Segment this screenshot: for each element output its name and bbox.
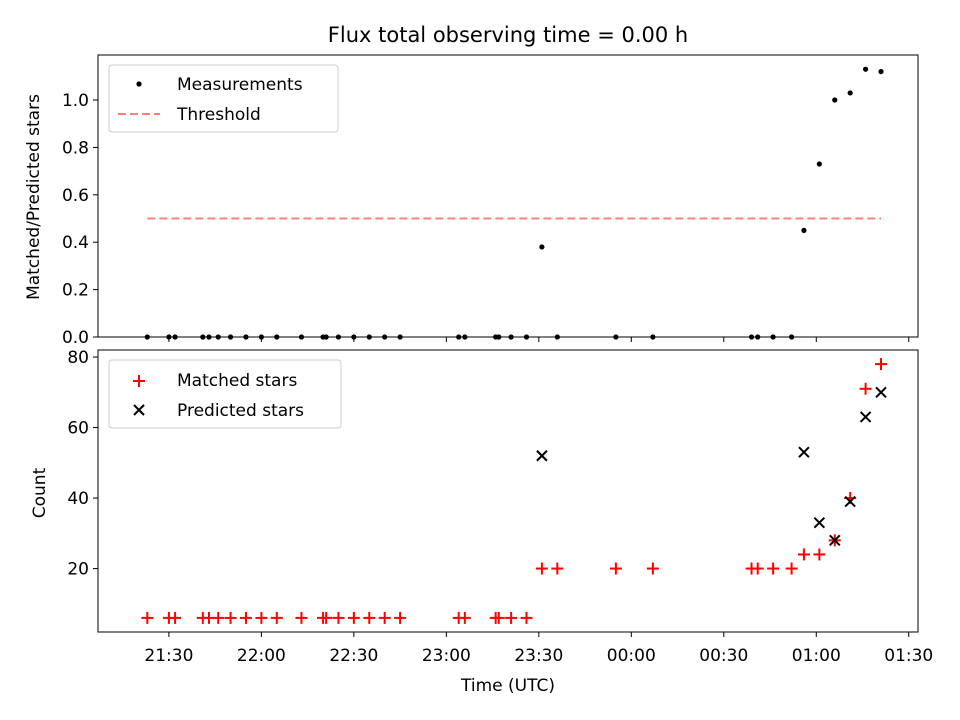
- matched-star-point: [520, 611, 533, 624]
- matched-star-point: [270, 611, 283, 624]
- matched-star-point: [875, 358, 888, 371]
- matched-star-point: [212, 611, 225, 624]
- bottom-y-axis: 20 40 60 80: [67, 348, 98, 580]
- matched-star-point: [785, 562, 798, 575]
- x-tick-label: 01:00: [792, 646, 841, 666]
- top-legend: Measurements Threshold: [108, 64, 339, 133]
- matched-star-point: [505, 611, 518, 624]
- measurement-point: [816, 161, 822, 167]
- measurement-point: [832, 97, 838, 103]
- predicted-star-point: [844, 495, 856, 508]
- matched-star-point: [332, 611, 345, 624]
- predicted-star-point: [798, 446, 810, 458]
- matched-star-point: [169, 611, 182, 624]
- y-tick-label: 0.8: [62, 138, 89, 158]
- top-panel: 0.0 0.2 0.4 0.6 0.8 1.0 Matched/Predicted sta…: [24, 54, 919, 348]
- predicted-star-point: [875, 386, 887, 399]
- legend-matched-label: Matched stars: [177, 371, 297, 391]
- chart-title: Flux total observing time = 0.00 h: [328, 23, 688, 47]
- x-tick-label: 00:00: [607, 646, 656, 666]
- matched-star-point: [141, 611, 154, 624]
- bottom-plot-area: [141, 358, 888, 624]
- y-tick-label: 40: [67, 489, 89, 509]
- predicted-star-point: [813, 517, 826, 529]
- y-tick-label: 0.6: [62, 186, 89, 206]
- matched-star-point: [239, 611, 252, 624]
- y-tick-label: 60: [67, 419, 89, 439]
- matched-star-point: [458, 611, 471, 624]
- matched-star-point: [551, 562, 564, 575]
- bottom-x-axis: 21:30 22:00 22:30 23:00 23:30 00:00 00:30 01:00…: [144, 632, 933, 666]
- top-axes-frame: [97, 54, 919, 338]
- matched-star-point: [859, 382, 872, 395]
- y-tick-label: 0.2: [62, 281, 89, 301]
- matched-star-point: [394, 611, 407, 624]
- matched-star-point: [535, 562, 548, 575]
- y-tick-label: 0.0: [62, 328, 89, 348]
- y-tick-label: 80: [67, 348, 89, 368]
- matched-star-point: [378, 611, 391, 624]
- legend-predicted-marker: [133, 404, 145, 416]
- matched-star-point: [492, 611, 505, 624]
- measurement-point: [801, 227, 807, 233]
- y-tick-label: 20: [67, 560, 89, 580]
- predicted-star-point: [829, 534, 841, 547]
- matched-star-point: [767, 562, 780, 575]
- x-tick-label: 23:30: [514, 646, 563, 666]
- legend-measurements-label: Measurements: [177, 75, 303, 95]
- measurement-point: [847, 90, 853, 96]
- matched-star-point: [255, 611, 268, 624]
- y-tick-label: 1.0: [62, 91, 89, 111]
- bottom-axes-frame: [97, 349, 919, 633]
- predicted-star-point: [859, 411, 872, 423]
- x-tick-label: 23:00: [422, 646, 471, 666]
- x-tick-label: 01:30: [884, 646, 933, 666]
- x-tick-label: 21:30: [144, 646, 193, 666]
- legend-threshold-label: Threshold: [176, 105, 261, 125]
- matched-star-point: [751, 562, 764, 575]
- x-tick-label: 00:30: [699, 646, 748, 666]
- x-tick-label: 22:30: [329, 646, 378, 666]
- measurement-point: [539, 244, 545, 250]
- matched-star-point: [609, 562, 622, 575]
- matched-star-point: [347, 611, 360, 624]
- x-tick-label: 22:00: [237, 646, 286, 666]
- matched-star-point: [224, 611, 237, 624]
- measurement-point: [878, 68, 884, 75]
- matched-star-point: [813, 548, 826, 561]
- matched-star-point: [295, 611, 308, 624]
- bottom-panel: 20 40 60 80 21:30 22:00 22:30 23:00 23:30 00:00 0…: [30, 348, 933, 696]
- legend-measurements-marker: [136, 81, 142, 87]
- bottom-x-axis-label: Time (UTC): [460, 676, 555, 696]
- matched-star-point: [646, 562, 659, 575]
- predicted-star-point: [536, 450, 548, 462]
- legend-matched-marker: [133, 375, 145, 387]
- matched-star-point: [363, 611, 376, 624]
- matched-star-point: [320, 611, 333, 624]
- bottom-legend-box: [108, 359, 342, 429]
- top-y-axis: 0.0 0.2 0.4 0.6 0.8 1.0: [62, 91, 98, 348]
- top-legend-box: [108, 64, 339, 133]
- measurement-point: [862, 66, 869, 72]
- matched-star-point: [797, 548, 810, 561]
- top-y-axis-label: Matched/Predicted stars: [24, 94, 44, 300]
- y-tick-label: 0.4: [62, 233, 89, 253]
- bottom-legend: Matched stars Predicted stars: [108, 359, 342, 429]
- bottom-y-axis-label: Count: [30, 467, 50, 518]
- legend-predicted-label: Predicted stars: [177, 401, 304, 421]
